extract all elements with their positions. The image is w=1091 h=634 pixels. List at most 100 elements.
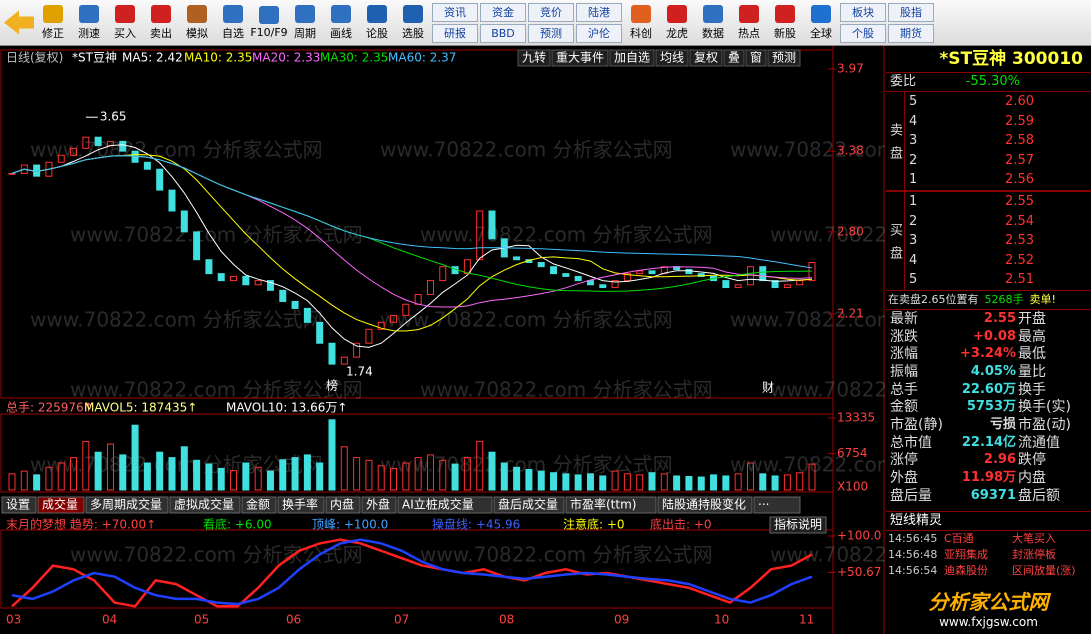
toolbar-button[interactable]: 模拟 [180, 4, 214, 41]
watermark: www.70822.com 分析家公式网 [770, 223, 885, 247]
small-button[interactable]: 预测 [528, 23, 574, 43]
watermark: www.70822.com 分析家公式网 [730, 308, 885, 332]
small-button[interactable]: 陆港 [576, 2, 622, 22]
tab[interactable] [277, 496, 325, 514]
toolbar-button[interactable]: 热点 [732, 4, 766, 41]
toolbar-button[interactable]: 卖出 [144, 4, 178, 41]
icon [259, 6, 279, 24]
toolbar-button[interactable]: 龙虎 [660, 4, 694, 41]
back-button[interactable] [4, 10, 34, 35]
header-button-label: 预测 [772, 51, 796, 65]
toolbar-button[interactable]: 科创 [624, 4, 658, 41]
price: 2.52 [1005, 252, 1034, 268]
stat-label: 振幅 [890, 364, 918, 380]
button-label: 龙虎 [666, 26, 688, 40]
candle [45, 161, 53, 177]
stat-label: 最高 [1018, 328, 1046, 345]
icon [151, 4, 171, 23]
tab[interactable] [85, 496, 169, 514]
volume-bar [513, 466, 521, 491]
volume-bar [242, 462, 250, 491]
candle [156, 168, 164, 191]
tab[interactable] [37, 496, 85, 514]
annotation: 1.74 [346, 365, 373, 379]
stat-label: 金额 [890, 399, 918, 416]
help-button [769, 516, 827, 534]
volume-bar [217, 467, 225, 491]
candle [303, 307, 311, 323]
toolbar-button[interactable]: 画线 [324, 4, 358, 41]
candle [365, 328, 373, 344]
tab[interactable] [169, 496, 241, 514]
candle [180, 210, 188, 233]
level: 5 [909, 272, 918, 288]
toolbar: 修正 测速 买入 卖出 模拟 自选 F10/F9 周期 画线 论股 选股 资讯 研报 资金 BBD 竞价 预测陆… [0, 0, 1091, 46]
header-text: MA60: 2.37 [388, 51, 456, 65]
sprite-row: 14:56:54 迪森股份 区间放量(涨) [886, 563, 1091, 579]
small-button[interactable]: 资金 [480, 2, 526, 22]
stat-label: 涨跌 [890, 328, 918, 345]
stat-row: 金额 5753万 换手(实) [886, 398, 1091, 416]
toolbar-button[interactable]: 论股 [360, 4, 394, 41]
header-button [767, 49, 801, 67]
toolbar-button[interactable]: 数据 [696, 4, 730, 41]
small-button[interactable]: 板块 [840, 2, 886, 22]
small-button[interactable]: 研报 [432, 23, 478, 43]
toolbar-button[interactable]: 买入 [108, 4, 142, 41]
candle [623, 273, 631, 282]
tab[interactable] [657, 496, 753, 514]
x-tick-label: 10 [714, 613, 729, 627]
volume-bar [673, 475, 681, 491]
small-button[interactable]: 资讯 [432, 2, 478, 22]
value: -55.30% [965, 74, 1020, 89]
candle [316, 321, 324, 344]
small-button[interactable]: 沪伦 [576, 23, 622, 43]
volume-bar [599, 475, 607, 491]
small-button[interactable]: 期货 [888, 23, 934, 43]
toolbar-button[interactable]: 全球 [804, 4, 838, 41]
tab[interactable] [1, 496, 37, 514]
y-tick-label: 6754 [837, 446, 868, 460]
volume-bar [94, 451, 102, 491]
toolbar-button[interactable]: 测速 [72, 4, 106, 41]
candle [599, 284, 607, 289]
small-button[interactable]: 竞价 [528, 2, 574, 22]
watermark: www.70822.com 分析家公式网 [420, 543, 713, 567]
toolbar-button[interactable]: 周期 [288, 4, 322, 41]
volume-bar [537, 470, 545, 491]
toolbar-button[interactable]: 选股 [396, 4, 430, 41]
level-row: 3 2.58 [905, 131, 1091, 151]
candle [734, 284, 742, 289]
tab[interactable] [753, 496, 801, 514]
watermark: www.70822.com 分析家公式网 [770, 378, 885, 402]
toolbar-button[interactable]: 修正 [36, 4, 70, 41]
icon [331, 4, 351, 23]
level: 3 [909, 133, 918, 149]
tab[interactable] [325, 496, 361, 514]
toolbar-button[interactable]: F10/F9 [250, 6, 288, 39]
tab[interactable] [397, 496, 493, 514]
event: 大笔买入 [1012, 531, 1056, 545]
stat-label: 市盈(静) [890, 417, 943, 434]
tab-label: 成交量 [42, 497, 78, 512]
small-button[interactable]: BBD [480, 23, 526, 43]
tab[interactable] [493, 496, 565, 514]
button-label: 热点 [738, 26, 760, 40]
stat-row: 最新 2.55 开盘 [886, 310, 1091, 328]
y-tick-label: 2.80 [837, 224, 864, 238]
watermark: www.70822.com 分析家公式网 [380, 308, 673, 332]
toolbar-button[interactable]: 新股 [768, 4, 802, 41]
tab[interactable] [361, 496, 397, 514]
indicator-header: 顶峰: +100.0 [312, 518, 388, 532]
volume-bar [783, 474, 791, 491]
watermark: www.70822.com 分析家公式网 [730, 138, 885, 162]
tab[interactable] [241, 496, 277, 514]
toolbar-button[interactable]: 自选 [216, 4, 250, 41]
candle [488, 210, 496, 240]
stock: 亚翔集成 [944, 547, 988, 561]
stat-label: 盘后额 [1018, 487, 1060, 504]
small-button[interactable]: 股指 [888, 2, 934, 22]
tab[interactable] [565, 496, 657, 514]
help-label: 指标说明 [774, 517, 822, 532]
small-button[interactable]: 个股 [840, 23, 886, 43]
